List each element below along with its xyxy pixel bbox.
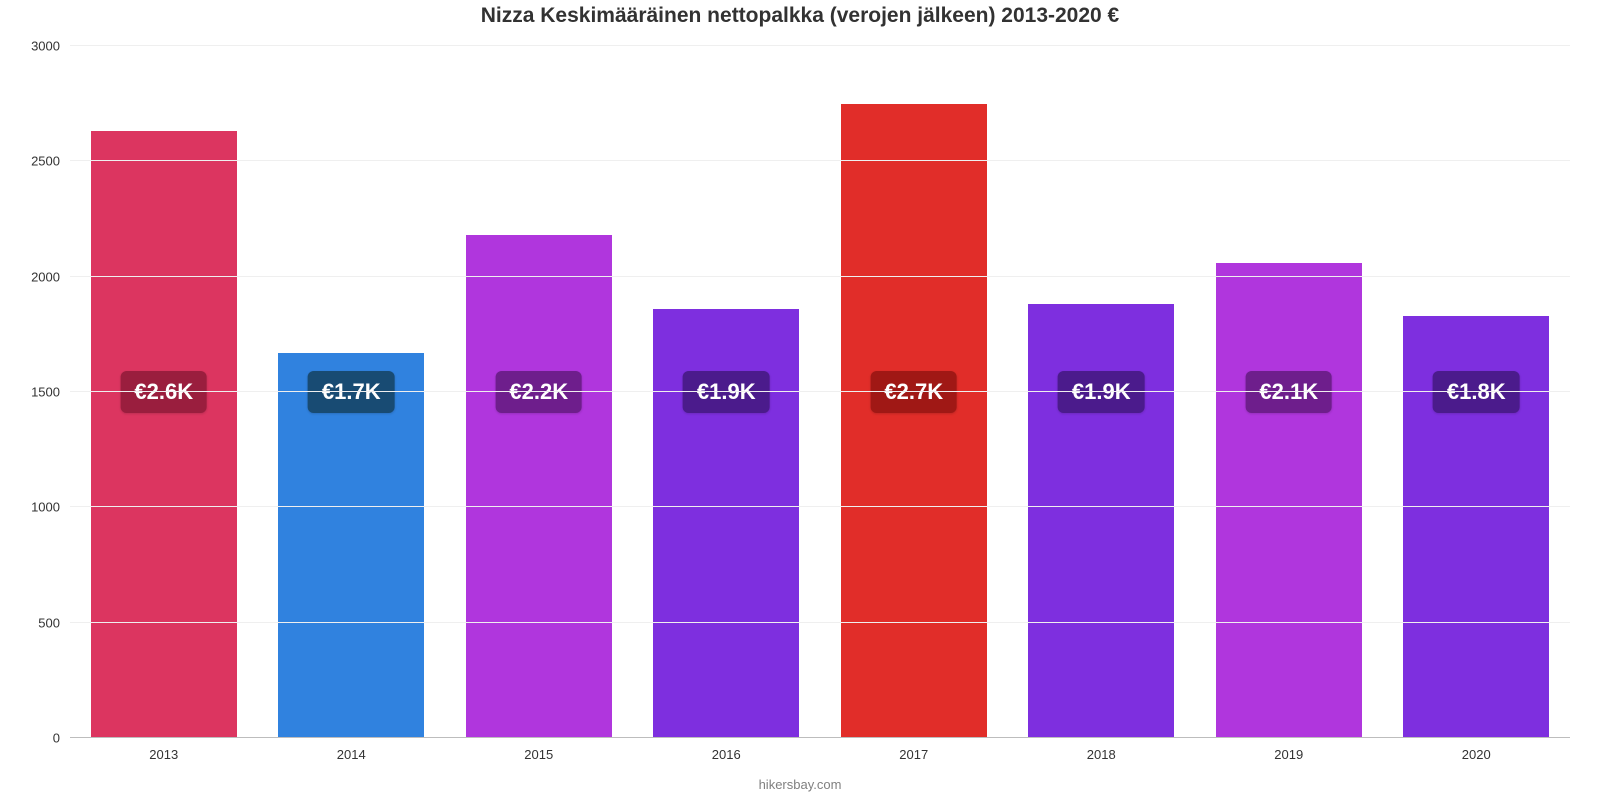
gridline: 1500	[70, 391, 1570, 392]
x-axis-label: 2018	[1008, 747, 1196, 762]
bar: €2.1K	[1216, 263, 1362, 738]
gridline: 2000	[70, 276, 1570, 277]
gridline: 0	[70, 737, 1570, 738]
bar-slot: €2.7K	[820, 46, 1008, 738]
bar-slot: €1.9K	[633, 46, 821, 738]
y-tick-label: 500	[38, 615, 70, 630]
gridline: 2500	[70, 160, 1570, 161]
bar-value-badge: €1.9K	[1058, 371, 1145, 413]
bar-value-badge: €1.7K	[308, 371, 395, 413]
bar: €1.8K	[1403, 316, 1549, 738]
bar-slot: €2.2K	[445, 46, 633, 738]
bar-slot: €1.9K	[1008, 46, 1196, 738]
x-axis-label: 2015	[445, 747, 633, 762]
salary-bar-chart: Nizza Keskimääräinen nettopalkka (veroje…	[0, 0, 1600, 800]
x-axis-label: 2017	[820, 747, 1008, 762]
bar-value-badge: €2.2K	[495, 371, 582, 413]
bar: €2.6K	[91, 131, 237, 738]
bar-slot: €1.8K	[1383, 46, 1571, 738]
y-tick-label: 1500	[31, 385, 70, 400]
bar: €1.9K	[1028, 304, 1174, 738]
bar-value-badge: €2.7K	[870, 371, 957, 413]
y-tick-label: 0	[53, 731, 70, 746]
source-attribution: hikersbay.com	[0, 777, 1600, 792]
x-axis-labels: 20132014201520162017201820192020	[70, 747, 1570, 762]
gridline: 3000	[70, 45, 1570, 46]
x-axis-label: 2016	[633, 747, 821, 762]
y-tick-label: 2500	[31, 154, 70, 169]
bar: €1.7K	[278, 353, 424, 738]
bar-slot: €2.1K	[1195, 46, 1383, 738]
bar: €2.2K	[466, 235, 612, 738]
y-tick-label: 2000	[31, 269, 70, 284]
x-axis-label: 2020	[1383, 747, 1571, 762]
chart-title: Nizza Keskimääräinen nettopalkka (veroje…	[0, 4, 1600, 28]
bars-container: €2.6K €1.7K €2.2K €1.9K €2.7K €1.9K €2.1K €1.8K	[70, 46, 1570, 738]
y-tick-label: 1000	[31, 500, 70, 515]
gridline: 500	[70, 622, 1570, 623]
bar-value-badge: €1.9K	[683, 371, 770, 413]
bar: €1.9K	[653, 309, 799, 738]
x-axis-label: 2014	[258, 747, 446, 762]
plot-area: €2.6K €1.7K €2.2K €1.9K €2.7K €1.9K €2.1K €1.8K…	[70, 46, 1570, 738]
bar-slot: €2.6K	[70, 46, 258, 738]
bar-value-badge: €2.1K	[1245, 371, 1332, 413]
x-axis-label: 2013	[70, 747, 258, 762]
y-tick-label: 3000	[31, 39, 70, 54]
x-axis-label: 2019	[1195, 747, 1383, 762]
bar-value-badge: €1.8K	[1433, 371, 1520, 413]
bar-slot: €1.7K	[258, 46, 446, 738]
gridline: 1000	[70, 506, 1570, 507]
bar-value-badge: €2.6K	[120, 371, 207, 413]
bar: €2.7K	[841, 104, 987, 738]
